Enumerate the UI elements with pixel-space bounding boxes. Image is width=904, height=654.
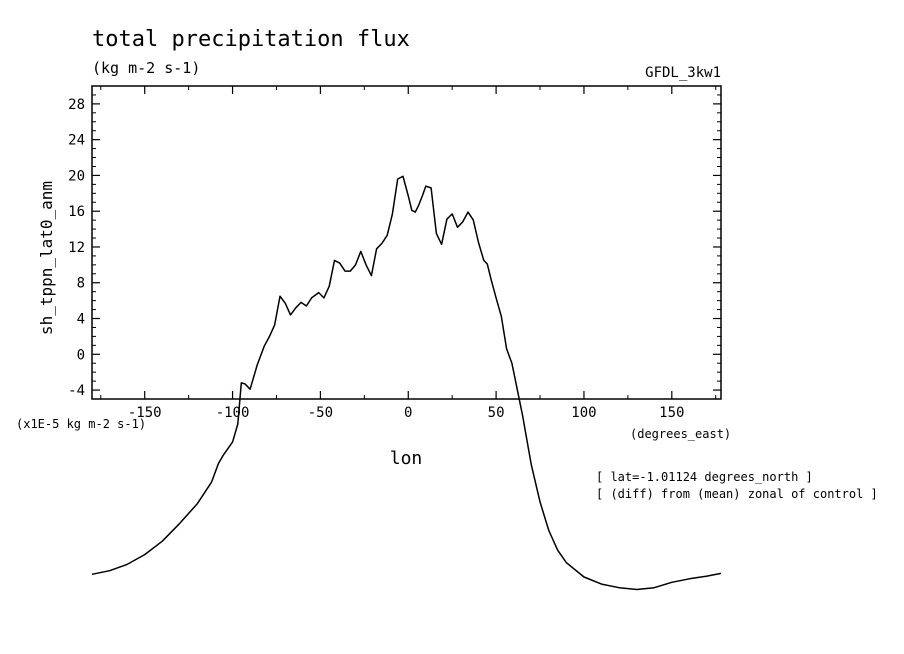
chart-title: total precipitation flux — [92, 27, 410, 52]
y-axis-ticks: -4 0 4 8 12 16 20 24 28 — [68, 85, 721, 400]
x-tick-label: 150 — [659, 405, 684, 421]
y-tick-label: 4 — [77, 312, 85, 328]
x-tick-label: 100 — [571, 405, 596, 421]
annotation-difference: [ (diff) from (mean) zonal of control ] — [596, 487, 878, 501]
chart-subtitle: (kg m-2 s-1) — [92, 59, 200, 77]
x-axis-ticks: -150 -100 -50 0 50 100 150 — [100, 86, 717, 421]
plot-frame — [91, 85, 722, 400]
y-tick-label: 28 — [68, 97, 85, 113]
annotation-latitude: [ lat=-1.01124 degrees_north ] — [596, 470, 813, 484]
y-tick-label: 12 — [68, 240, 85, 256]
x-tick-label: 0 — [404, 405, 412, 421]
y-tick-label: 20 — [68, 168, 85, 184]
y-tick-label: -4 — [68, 383, 85, 399]
x-tick-label: 50 — [488, 405, 505, 421]
y-tick-label: 16 — [68, 204, 85, 220]
y-axis-label: sh_tppn_lat0_anm — [37, 181, 56, 335]
y-tick-label: 24 — [68, 133, 85, 149]
x-axis-units: (degrees_east) — [630, 427, 731, 441]
x-tick-label: -150 — [128, 405, 162, 421]
x-tick-label: -100 — [216, 405, 250, 421]
x-tick-label: -50 — [308, 405, 333, 421]
x-axis-label: lon — [390, 448, 423, 469]
dataset-label: GFDL_3kw1 — [645, 65, 721, 81]
y-axis-units: (x1E-5 kg m-2 s-1) — [16, 417, 146, 431]
y-tick-label: 0 — [77, 347, 85, 363]
series-line — [91, 175, 722, 591]
y-tick-label: 8 — [77, 276, 85, 292]
